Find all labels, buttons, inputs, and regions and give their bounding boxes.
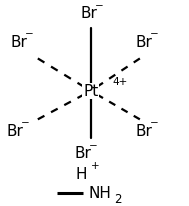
Text: +: + (91, 160, 100, 170)
Text: NH: NH (89, 185, 112, 200)
Text: Br: Br (10, 35, 27, 49)
Text: −: − (95, 1, 104, 11)
Text: H: H (76, 166, 87, 181)
Text: −: − (21, 118, 30, 128)
Text: Br: Br (7, 123, 24, 138)
Text: −: − (150, 29, 158, 39)
Text: 2: 2 (114, 192, 122, 205)
Text: −: − (25, 29, 34, 39)
Text: −: − (150, 118, 158, 128)
Text: −: − (89, 140, 98, 150)
Text: Br: Br (135, 35, 152, 49)
Text: Br: Br (75, 146, 92, 160)
Text: Br: Br (80, 6, 97, 21)
Text: Br: Br (135, 123, 152, 138)
Text: Pt: Pt (83, 84, 98, 99)
Text: 4+: 4+ (112, 76, 128, 86)
